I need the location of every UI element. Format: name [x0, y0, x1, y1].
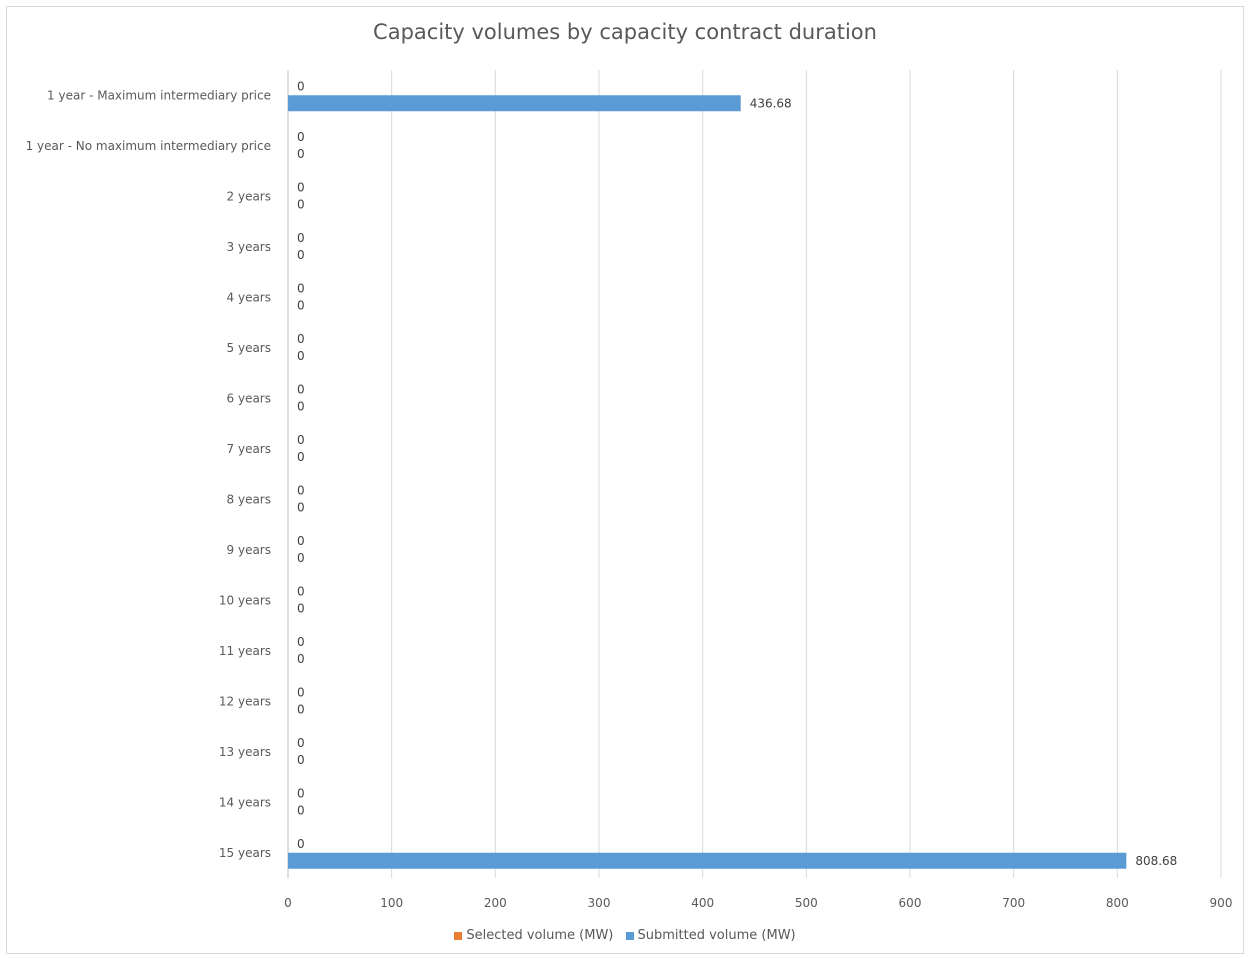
data-label-submitted: 0 [297, 551, 305, 565]
data-label-submitted: 808.68 [1135, 854, 1177, 868]
data-label-selected: 0 [297, 433, 305, 447]
x-tick-label: 700 [1002, 896, 1025, 910]
x-tick-label: 0 [284, 896, 292, 910]
data-label-submitted: 0 [297, 399, 305, 413]
data-label-submitted: 0 [297, 298, 305, 312]
data-label-submitted: 0 [297, 248, 305, 262]
chart-area [6, 6, 1244, 954]
data-label-selected: 0 [297, 382, 305, 396]
chart-legend: Selected volume (MW) Submitted volume (M… [0, 928, 1250, 944]
x-tick-label: 600 [899, 896, 922, 910]
legend-item-submitted: Submitted volume (MW) [625, 928, 796, 943]
data-label-selected: 0 [297, 130, 305, 144]
data-label-submitted: 0 [297, 197, 305, 211]
x-tick-label: 100 [380, 896, 403, 910]
chart-title: Capacity volumes by capacity contract du… [373, 20, 877, 44]
x-tick-label: 400 [691, 896, 714, 910]
category-label: 7 years [227, 442, 271, 456]
category-label: 10 years [219, 593, 271, 607]
data-label-selected: 0 [297, 79, 305, 93]
data-label-submitted: 0 [297, 702, 305, 716]
data-label-submitted: 0 [297, 652, 305, 666]
data-label-selected: 0 [297, 584, 305, 598]
category-label: 9 years [227, 543, 271, 557]
x-tick-label: 500 [795, 896, 818, 910]
data-label-selected: 0 [297, 685, 305, 699]
x-tick-label: 300 [588, 896, 611, 910]
category-label: 4 years [227, 290, 271, 304]
data-label-submitted: 0 [297, 500, 305, 514]
category-label: 3 years [227, 240, 271, 254]
category-label: 13 years [219, 745, 271, 759]
category-label: 1 year - No maximum intermediary price [26, 139, 271, 153]
data-label-selected: 0 [297, 483, 305, 497]
data-label-selected: 0 [297, 736, 305, 750]
data-label-selected: 0 [297, 332, 305, 346]
category-label: 1 year - Maximum intermediary price [47, 88, 271, 102]
category-label: 2 years [227, 189, 271, 203]
data-label-selected: 0 [297, 786, 305, 800]
data-label-submitted: 0 [297, 147, 305, 161]
category-label: 8 years [227, 492, 271, 506]
x-tick-label: 200 [484, 896, 507, 910]
data-label-selected: 0 [297, 231, 305, 245]
category-label: 12 years [219, 694, 271, 708]
data-label-submitted: 0 [297, 450, 305, 464]
x-tick-label: 800 [1106, 896, 1129, 910]
category-label: 5 years [227, 341, 271, 355]
category-label: 15 years [219, 846, 271, 860]
data-label-selected: 0 [297, 534, 305, 548]
data-label-selected: 0 [297, 837, 305, 851]
legend-label-selected: Selected volume (MW) [466, 928, 614, 943]
data-label-submitted: 0 [297, 803, 305, 817]
data-label-submitted: 0 [297, 601, 305, 615]
data-label-submitted: 0 [297, 349, 305, 363]
category-label: 14 years [219, 795, 271, 809]
data-label-submitted: 436.68 [750, 96, 792, 110]
data-label-selected: 0 [297, 180, 305, 194]
data-label-selected: 0 [297, 281, 305, 295]
category-label: 6 years [227, 391, 271, 405]
legend-item-selected: Selected volume (MW) [454, 928, 613, 943]
legend-swatch-submitted [625, 931, 634, 940]
data-label-submitted: 0 [297, 753, 305, 767]
legend-swatch-selected [454, 931, 463, 940]
x-tick-label: 900 [1210, 896, 1233, 910]
bar-submitted-volume [288, 95, 741, 112]
category-label: 11 years [219, 644, 271, 658]
bar-submitted-volume [288, 852, 1127, 869]
data-label-selected: 0 [297, 635, 305, 649]
legend-label-submitted: Submitted volume (MW) [637, 928, 796, 943]
